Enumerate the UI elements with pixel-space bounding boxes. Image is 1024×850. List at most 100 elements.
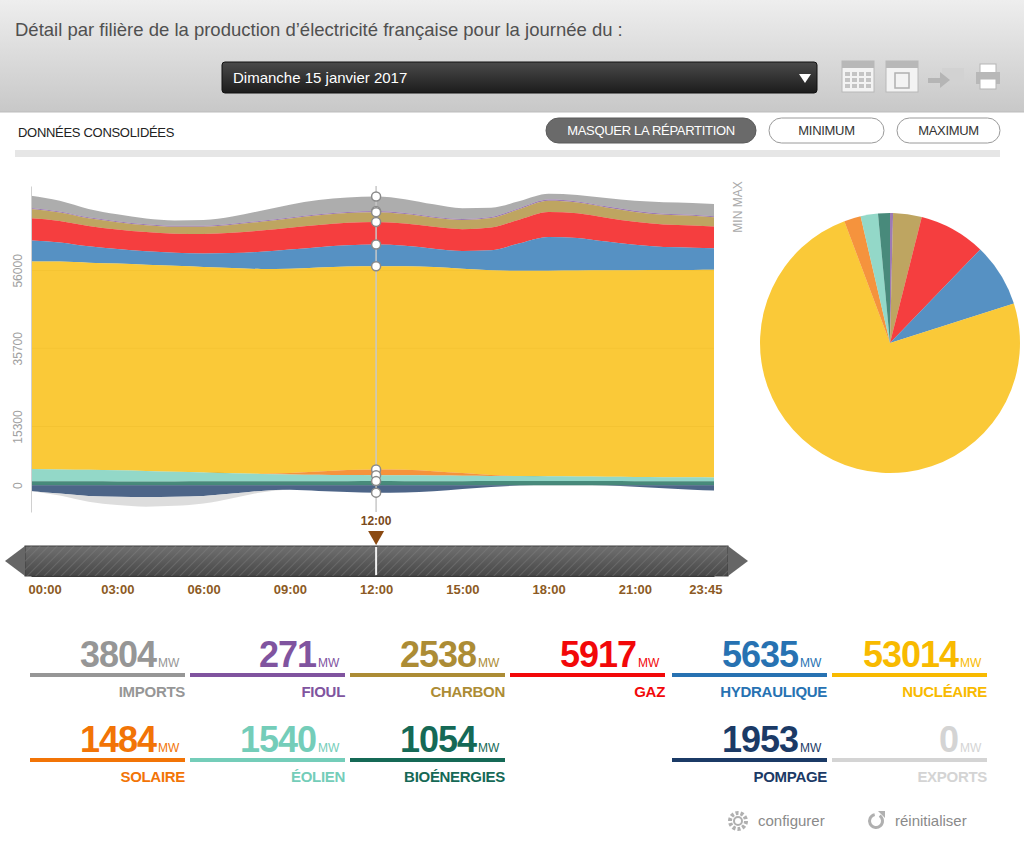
tile-label: FIOUL	[302, 683, 346, 700]
tile-unit: MW	[478, 741, 500, 755]
readout-tile: 1540MWÉOLIEN	[190, 719, 345, 785]
slider-track[interactable]	[25, 546, 728, 576]
reset-action[interactable]: réinitialiser	[868, 811, 967, 829]
header-border	[0, 112, 1024, 113]
icon-cell[interactable]	[852, 78, 857, 82]
gear-icon[interactable]	[730, 813, 746, 829]
separator	[15, 150, 1000, 157]
axis-line	[31, 187, 32, 513]
button-label[interactable]: MINIMUM	[798, 123, 854, 138]
icon-cell[interactable]	[845, 72, 850, 76]
button-frame[interactable]	[546, 118, 756, 143]
x-tick: 06:00	[187, 576, 220, 597]
calendar-icon[interactable]	[886, 61, 918, 92]
icon-paper[interactable]	[980, 79, 996, 89]
icon-cell[interactable]	[859, 72, 864, 76]
icon-band[interactable]	[886, 61, 918, 68]
icon-arrow[interactable]	[928, 72, 950, 88]
pie-slice	[878, 213, 890, 343]
icon-cell[interactable]	[852, 84, 857, 88]
slider-texture[interactable]	[25, 546, 728, 576]
x-tick: 09:00	[274, 576, 307, 597]
icon-cell[interactable]	[852, 72, 857, 76]
y-tick: 56000	[11, 254, 31, 288]
send-icon[interactable]	[928, 68, 964, 88]
slider-left-arrow[interactable]	[5, 546, 25, 576]
action-label[interactable]: réinitialiser	[895, 812, 967, 829]
readout-tile: 5917MWGAZ	[510, 634, 665, 700]
icon-frame[interactable]	[886, 61, 918, 92]
cursor-point	[372, 217, 381, 226]
tile-label: POMPAGE	[754, 768, 828, 785]
tile-unit: MW	[318, 656, 340, 670]
cursor-point	[372, 192, 381, 201]
tile-rule	[30, 673, 185, 677]
icon-cell[interactable]	[866, 72, 871, 76]
button[interactable]: MINIMUM	[769, 118, 884, 143]
configure-action[interactable]: configurer	[730, 812, 825, 829]
tile-rule	[510, 673, 665, 677]
reset-icon[interactable]	[868, 813, 884, 829]
tile-unit: MW	[638, 656, 660, 670]
icon-cell[interactable]	[866, 84, 871, 88]
gear-hub[interactable]	[734, 817, 742, 825]
series-area	[31, 262, 714, 478]
reset-arrow[interactable]	[878, 811, 885, 818]
date-dropdown[interactable]: Dimanche 15 janvier 2017	[222, 62, 817, 93]
x-tick: 21:00	[619, 576, 652, 597]
button-frame[interactable]	[769, 118, 884, 143]
tile-value: 1953	[722, 719, 798, 760]
page-canvas: Détail par filière de la production d’él…	[0, 0, 1024, 850]
series-area	[31, 485, 714, 506]
tile-label: GAZ	[634, 683, 665, 700]
readout-tile: 1054MWBIOÉNERGIES	[350, 719, 505, 785]
tile-rule	[672, 758, 827, 762]
series-area	[31, 485, 714, 497]
dropdown-text[interactable]: Dimanche 15 janvier 2017	[233, 69, 407, 86]
tick-label: 15:00	[446, 582, 479, 597]
icon-cell[interactable]	[859, 78, 864, 82]
button-frame[interactable]	[897, 118, 1000, 143]
readout-tile: 2538MWCHARBON	[350, 634, 505, 700]
time-slider[interactable]	[5, 546, 748, 576]
tile-rule	[350, 758, 505, 762]
tick-label: 12:00	[360, 582, 393, 597]
button[interactable]: MAXIMUM	[897, 118, 1000, 143]
tile-rule	[672, 673, 827, 677]
cursor-point	[372, 477, 381, 486]
x-tick: 23:45	[689, 576, 722, 597]
icon-frame[interactable]	[842, 61, 874, 92]
tile-unit: MW	[960, 741, 982, 755]
print-icon[interactable]	[976, 64, 1000, 89]
tile-value: 1540	[240, 719, 316, 760]
tile-rule	[350, 673, 505, 677]
tile-label: SOLAIRE	[120, 768, 185, 785]
slider-cursor[interactable]	[375, 547, 377, 575]
tick-label: 35700	[11, 332, 25, 366]
dropdown-box[interactable]	[222, 62, 817, 93]
readout-tile: 1953MWPOMPAGE	[672, 719, 827, 785]
action-label[interactable]: configurer	[758, 812, 825, 829]
icon-cell[interactable]	[845, 84, 850, 88]
tile-label: HYDRAULIQUE	[720, 683, 827, 700]
button-label[interactable]: MAXIMUM	[918, 123, 979, 138]
readout-tile: 1484MWSOLAIRE	[30, 719, 185, 785]
icon-box[interactable]	[895, 73, 909, 88]
cursor-pointer[interactable]	[368, 531, 384, 545]
readout-tile: 271MWFIOUL	[190, 634, 345, 700]
slider-right-arrow[interactable]	[728, 546, 748, 576]
tile-rule	[190, 673, 345, 677]
button[interactable]: MASQUER LA RÉPARTITION	[546, 118, 756, 143]
dropdown-arrow[interactable]	[799, 74, 811, 83]
y-tick: 35700	[11, 332, 31, 366]
button-label[interactable]: MASQUER LA RÉPARTITION	[567, 123, 735, 138]
icon-paper[interactable]	[980, 64, 996, 73]
range-label: MIN MAX	[731, 181, 745, 232]
data-status: DONNÉES CONSOLIDÉES	[18, 125, 175, 140]
icon-band[interactable]	[842, 61, 874, 68]
calendar-icon[interactable]	[842, 61, 874, 92]
icon-cell[interactable]	[866, 78, 871, 82]
icon-cell[interactable]	[845, 78, 850, 82]
icon-cell[interactable]	[859, 84, 864, 88]
x-tick: 12:00	[360, 576, 393, 597]
